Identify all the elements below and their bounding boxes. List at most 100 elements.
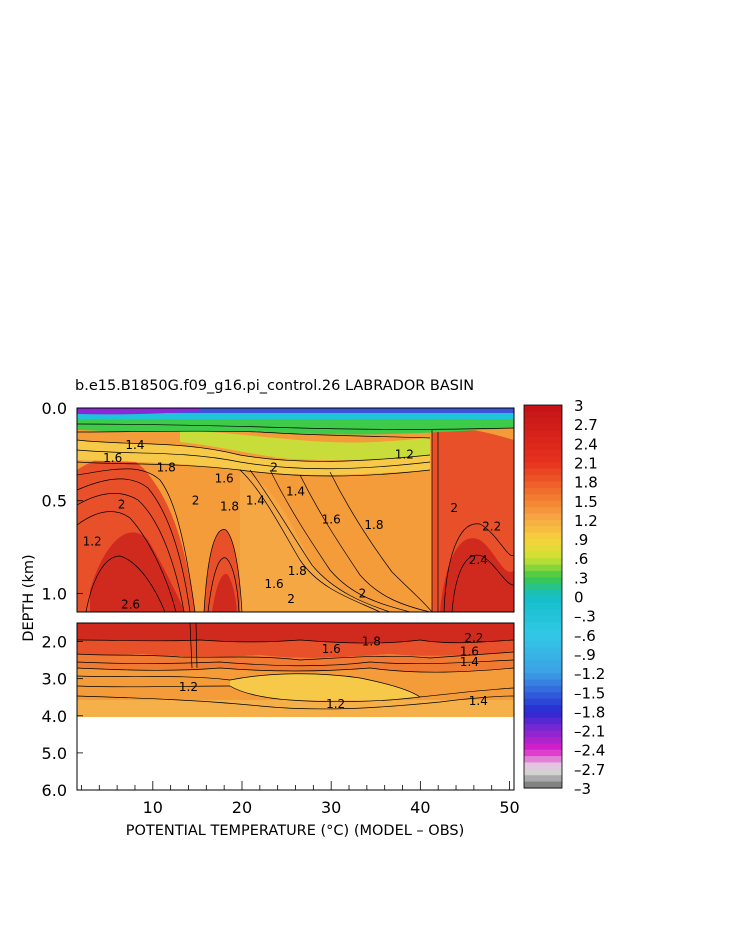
east-warm-core-inner: [440, 538, 514, 612]
contour-label: 1.6: [265, 577, 284, 591]
colorbar-label: –2.4: [574, 742, 605, 760]
colorbar-segment: [524, 762, 562, 770]
colorbar-segment: [524, 532, 562, 540]
y-axis-upper: 0.0 0.5 1.0: [42, 399, 83, 603]
colorbar-segment: [524, 666, 562, 674]
x-tick-label: 20: [232, 798, 252, 817]
y-tick-label: 6.0: [42, 781, 67, 800]
colorbar-segment: [524, 590, 562, 598]
colorbar-segment: [524, 609, 562, 617]
colorbar: 32.72.42.11.81.51.2.9.6.30–.3–.6–.9–1.2–…: [523, 397, 605, 798]
contour-label: 1.6: [215, 471, 234, 485]
colorbar-segment: [524, 711, 562, 719]
colorbar-label: 2.7: [574, 416, 598, 434]
colorbar-segment: [524, 456, 562, 464]
y-tick-label: 1.0: [42, 584, 67, 603]
contour-label: 1.8: [364, 518, 383, 532]
colorbar-label: –1.8: [574, 703, 605, 721]
chart-title: b.e15.B1850G.f09_g16.pi_control.26 LABRA…: [75, 378, 474, 394]
y-tick-label: 0.0: [42, 399, 67, 418]
colorbar-segment: [524, 596, 562, 604]
colorbar-label: 2.4: [574, 435, 598, 453]
x-tick-label: 40: [410, 798, 430, 817]
colorbar-segment: [524, 698, 562, 706]
contour-label: 1.6: [322, 512, 341, 526]
contour-label: 1.2: [326, 697, 345, 711]
colorbar-segment: [524, 660, 562, 668]
contour-label: 2: [450, 501, 458, 515]
colorbar-label: –3: [574, 780, 591, 798]
colorbar-label: 1.8: [574, 474, 598, 492]
colorbar-label: –2.1: [574, 723, 605, 741]
x-tick-label: 10: [143, 798, 163, 817]
colorbar-label: –.3: [574, 608, 596, 626]
y-tick-label: 0.5: [42, 492, 67, 511]
contour-label: 1.4: [246, 494, 265, 508]
contour-label: 1.6: [103, 451, 122, 465]
yellow-band: [77, 440, 430, 475]
colorbar-segment: [524, 436, 562, 444]
colorbar-label: 3: [574, 397, 584, 415]
colorbar-segment: [524, 622, 562, 630]
contour-label: 1.6: [322, 642, 341, 656]
colorbar-segment: [524, 405, 562, 412]
colorbar-segment: [524, 411, 562, 419]
colorbar-segment: [524, 487, 562, 495]
colorbar-segment: [524, 494, 562, 502]
colorbar-frame: [523, 404, 563, 789]
colorbar-segment: [524, 551, 562, 559]
colorbar-label: –1.5: [574, 684, 605, 702]
contour-label: 1.8: [220, 499, 239, 513]
colorbar-segment: [524, 583, 562, 591]
contour-label: 1.6: [460, 645, 479, 659]
colorbar-label: –.9: [574, 646, 596, 664]
colorbar-segment: [524, 705, 562, 712]
central-warm-core-inner: [212, 574, 237, 612]
colorbar-segment: [524, 602, 562, 610]
colorbar-label: .9: [574, 531, 588, 549]
colorbar-segment: [524, 564, 562, 572]
colorbar-segment: [524, 449, 562, 457]
contour-labels: 1.61.41.82 21.22.61.61.8 1.421.41.61.821.6…: [83, 438, 502, 711]
y-tick-label: 2.0: [42, 633, 67, 652]
lower-panel: [76, 622, 515, 791]
colorbar-label: 2.1: [574, 454, 598, 472]
contour-label: 1.2: [179, 680, 198, 694]
x-tick-label: 50: [499, 798, 519, 817]
colorbar-segment: [524, 641, 562, 649]
contour-label: 1.4: [469, 694, 488, 708]
y-axis-label: DEPTH (km): [21, 554, 37, 641]
surface-purple-patch: [77, 408, 200, 415]
colorbar-segment: [524, 430, 562, 438]
colorbar-segment: [524, 443, 562, 451]
contour-label: 2: [287, 592, 295, 606]
contour-label: 1.2: [83, 535, 102, 549]
colorbar-segment: [524, 724, 562, 732]
colorbar-segment: [524, 673, 562, 681]
colorbar-segment: [524, 647, 562, 655]
colorbar-label: 0: [574, 589, 584, 607]
colorbar-segment: [524, 756, 562, 764]
contour-label: 1.2: [395, 447, 414, 461]
yellow-green-band: [180, 430, 430, 461]
contour-label: 1.4: [286, 484, 305, 498]
colorbar-segment: [524, 539, 562, 547]
colorbar-segment: [524, 570, 562, 578]
colorbar-segment: [524, 685, 562, 693]
colorbar-label: 1.5: [574, 493, 598, 511]
colorbar-segment: [524, 468, 562, 476]
colorbar-segment: [524, 615, 562, 623]
colorbar-segment: [524, 519, 562, 527]
colorbar-label: 1.2: [574, 512, 598, 530]
y-axis-lower: 2.0 3.0 4.0 5.0 6.0: [42, 633, 83, 800]
y-tick-label: 4.0: [42, 707, 67, 726]
deep-red-band: [77, 623, 514, 644]
contour-label: 2: [359, 586, 367, 600]
colorbar-segment: [524, 417, 562, 425]
mid-orange-zone: [240, 470, 390, 612]
colorbar-label: .6: [574, 550, 588, 568]
contour-lines-lower: [77, 623, 514, 710]
contour-label: 1.8: [362, 635, 381, 649]
colorbar-segment: [524, 730, 562, 738]
cyan-band: [77, 412, 514, 419]
